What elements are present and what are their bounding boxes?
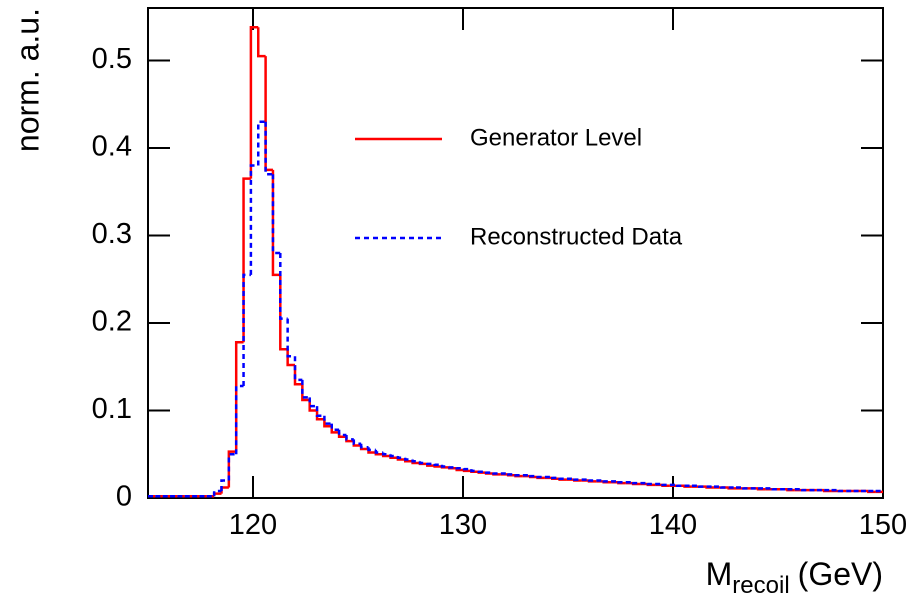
histogram-step bbox=[264, 121, 273, 176]
y-tick-label: 0.1 bbox=[92, 393, 132, 425]
histogram-step bbox=[514, 474, 523, 477]
y-tick-label: 0.5 bbox=[92, 43, 132, 75]
histogram-step bbox=[308, 397, 318, 408]
histogram-step bbox=[242, 273, 251, 386]
histogram-step bbox=[573, 478, 582, 481]
plot-frame bbox=[147, 7, 884, 499]
histogram-step bbox=[742, 487, 751, 490]
histogram-step bbox=[315, 406, 325, 417]
histogram-step bbox=[837, 489, 847, 493]
histogram-step bbox=[323, 419, 332, 428]
histogram-step bbox=[646, 482, 656, 486]
y-axis-label: norm. a.u. bbox=[9, 8, 45, 152]
histogram-step bbox=[492, 472, 501, 475]
histogram-step bbox=[617, 481, 626, 484]
histogram-step bbox=[381, 452, 391, 456]
x-tick-label: 140 bbox=[649, 509, 697, 541]
histogram-step bbox=[323, 415, 332, 425]
histogram-step bbox=[293, 356, 303, 382]
histogram-step bbox=[345, 435, 354, 441]
y-tick-label: 0.3 bbox=[92, 218, 132, 250]
histogram-step bbox=[551, 476, 560, 480]
histogram-step bbox=[462, 467, 472, 471]
histogram-step bbox=[257, 27, 266, 58]
histogram-step bbox=[212, 489, 222, 497]
legend-label: Reconstructed Data bbox=[470, 223, 683, 250]
x-tick-label: 130 bbox=[439, 509, 487, 541]
x-label-main: M bbox=[706, 556, 733, 592]
histogram-step bbox=[234, 384, 244, 455]
histogram-step bbox=[440, 464, 450, 468]
histogram-step bbox=[558, 477, 567, 480]
legend-label: Generator Level bbox=[470, 124, 642, 151]
histogram-step bbox=[374, 449, 384, 454]
histogram-step bbox=[661, 483, 670, 487]
y-tick-label: 0.4 bbox=[92, 131, 132, 163]
histogram-step bbox=[418, 461, 428, 465]
histogram-step bbox=[528, 474, 538, 478]
histogram-step bbox=[433, 463, 442, 466]
x-label-unit: (GeV) bbox=[798, 556, 883, 592]
y-tick-label: 0 bbox=[116, 481, 132, 513]
histogram-step bbox=[587, 479, 597, 482]
histogram-step bbox=[389, 454, 398, 458]
histogram-step bbox=[359, 443, 369, 449]
histogram-step bbox=[352, 439, 362, 445]
histogram-step bbox=[404, 457, 413, 461]
histogram-step bbox=[455, 467, 465, 470]
x-tick-label: 120 bbox=[229, 509, 277, 541]
histogram-step bbox=[396, 456, 406, 459]
histogram-step bbox=[602, 480, 612, 483]
x-axis-label: Mrecoil (GeV) bbox=[706, 556, 883, 595]
histogram-step bbox=[698, 485, 707, 488]
histogram-step bbox=[675, 484, 685, 487]
histogram-step bbox=[286, 318, 295, 358]
histogram-step bbox=[249, 164, 259, 275]
histogram-step bbox=[337, 429, 347, 437]
y-tick-label: 0.2 bbox=[92, 306, 132, 338]
histogram-step bbox=[411, 459, 420, 463]
histogram-step bbox=[308, 400, 318, 412]
histogram-step bbox=[536, 475, 545, 479]
histogram-step bbox=[448, 466, 457, 469]
histogram-step bbox=[249, 26, 259, 179]
histogram-step bbox=[279, 253, 288, 320]
x-tick-label: 150 bbox=[859, 509, 907, 541]
histogram-step bbox=[771, 488, 781, 491]
histogram-step bbox=[227, 453, 237, 481]
histogram-step bbox=[301, 379, 310, 399]
histogram-step bbox=[484, 471, 494, 474]
histogram-step bbox=[506, 473, 516, 476]
x-label-sub: recoil bbox=[732, 572, 789, 595]
histogram-step bbox=[800, 488, 810, 492]
histogram-step bbox=[631, 481, 641, 485]
histogram-step bbox=[286, 349, 295, 367]
histogram-step bbox=[367, 447, 376, 452]
histogram-step bbox=[720, 486, 729, 489]
histogram-step bbox=[426, 462, 435, 466]
histogram-step bbox=[477, 470, 487, 473]
histogram-step bbox=[293, 365, 303, 386]
histogram-step bbox=[470, 469, 479, 473]
histogram-step bbox=[315, 410, 325, 421]
histogram-step bbox=[242, 177, 251, 343]
histogram-step bbox=[330, 423, 340, 431]
histogram-step bbox=[257, 120, 266, 166]
histogram-step bbox=[220, 479, 229, 491]
histogram-step bbox=[271, 174, 281, 255]
